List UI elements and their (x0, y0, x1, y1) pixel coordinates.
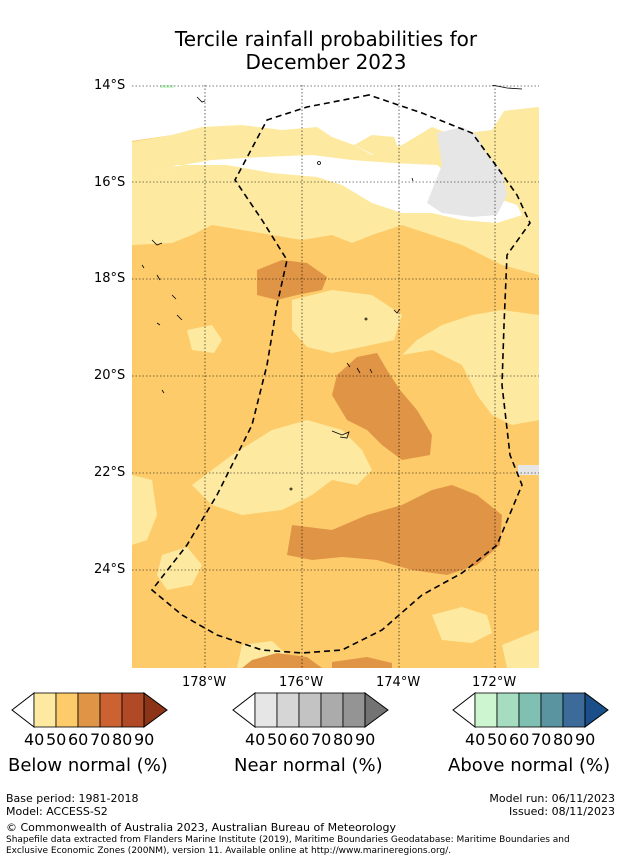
above-tick-40: 40 (465, 730, 486, 749)
near-tick-90: 90 (355, 730, 376, 749)
near-colorbar-60-70 (298, 692, 322, 728)
below-tick-70: 70 (90, 730, 111, 749)
near-normal-colorbar (232, 691, 389, 729)
near-colorbar-under-arrow (232, 691, 256, 729)
near-tick-40: 40 (245, 730, 266, 749)
lat-label-16s: 16°S (94, 175, 126, 190)
near-normal-caption: Near normal (%) (234, 755, 383, 776)
near-colorbar-80-90 (342, 692, 366, 728)
near-normal-patch-edge (518, 465, 539, 475)
below-tick-40: 40 (24, 730, 45, 749)
island-lau-group (141, 239, 183, 394)
lon-label-176w: 176°W (279, 675, 324, 690)
below-60-70-southeast-edge (332, 657, 392, 668)
below-40-50-central (292, 290, 402, 353)
below-40-50-north-band (132, 107, 539, 275)
above-normal-colorbar (452, 691, 609, 729)
below-40-50-south-central (192, 420, 372, 515)
lat-label-22s: 22°S (94, 465, 126, 480)
below-tick-60: 60 (68, 730, 89, 749)
lon-label-172w: 172°W (472, 675, 517, 690)
below-40-50-east-blob (402, 310, 539, 425)
near-tick-70: 70 (311, 730, 332, 749)
island-small-1 (317, 161, 321, 165)
island-wallis-futuna (196, 96, 206, 103)
below-tick-50: 50 (46, 730, 67, 749)
map-title-line-1: Tercile rainfall probabilities for (174, 27, 478, 51)
above-tick-80: 80 (553, 730, 574, 749)
island-small-3 (364, 317, 368, 321)
below-colorbar-over-arrow (143, 692, 168, 728)
below-tick-90: 90 (134, 730, 155, 749)
above-40-50-patch (160, 85, 174, 88)
model-run-date: Model run: 06/11/2023 (489, 792, 615, 805)
issued-date: Issued: 08/11/2023 (508, 805, 615, 818)
above-tick-70: 70 (531, 730, 552, 749)
lat-label-18s: 18°S (94, 271, 126, 286)
islands (141, 85, 523, 491)
near-tick-60: 60 (289, 730, 310, 749)
above-tick-90: 90 (575, 730, 596, 749)
near-colorbar-50-60 (276, 692, 300, 728)
lat-label-14s: 14°S (94, 78, 126, 93)
above-colorbar-80-90 (562, 692, 586, 728)
below-colorbar-60-70 (77, 692, 101, 728)
graticule (132, 85, 539, 668)
shapefile-credit-line-1: Shapefile data extracted from Flanders M… (6, 835, 570, 845)
below-colorbar-50-60 (55, 692, 79, 728)
below-40-50-south-west-2 (157, 547, 202, 590)
island-ata (289, 487, 293, 491)
below-60-70-central-blob (332, 353, 432, 460)
island-tongatapu-north (393, 308, 401, 314)
lon-label-174w: 174°W (376, 675, 421, 690)
below-40-50-southwest (132, 475, 157, 545)
above-colorbar-over-arrow (584, 692, 609, 728)
near-tick-50: 50 (267, 730, 288, 749)
below-60-70-south-blob (287, 485, 502, 575)
below-tick-80: 80 (112, 730, 133, 749)
near-normal-40-50-patch (427, 127, 507, 217)
model-name: Model: ACCESS-S2 (6, 805, 108, 818)
above-colorbar-60-70 (518, 692, 542, 728)
rainfall-probability-map (132, 85, 539, 668)
above-tick-60: 60 (509, 730, 530, 749)
island-samoa (491, 85, 523, 90)
below-colorbar-70-80 (99, 692, 123, 728)
map-title-line-2: December 2023 (245, 50, 407, 74)
copyright-notice: © Commonwealth of Australia 2023, Austra… (6, 821, 396, 834)
below-40-50-west-blob (187, 325, 222, 353)
below-colorbar-80-90 (121, 692, 145, 728)
lon-label-178w: 178°W (182, 675, 227, 690)
above-colorbar-70-80 (540, 692, 564, 728)
above-colorbar-50-60 (496, 692, 520, 728)
below-colorbar-40-50 (33, 692, 57, 728)
island-haapai (346, 362, 373, 374)
pale-patch-east (354, 135, 400, 157)
below-40-50-southeast (432, 607, 492, 643)
above-colorbar-40-50 (474, 692, 498, 728)
below-60-70-north-blob (257, 260, 327, 300)
above-normal-caption: Above normal (%) (448, 755, 611, 776)
below-40-50-east-south (502, 630, 539, 668)
below-colorbar-under-arrow (11, 691, 35, 729)
island-small-2 (411, 177, 414, 182)
near-colorbar-over-arrow (364, 692, 389, 728)
near-colorbar-40-50 (254, 692, 278, 728)
near-colorbar-70-80 (320, 692, 344, 728)
above-colorbar-under-arrow (452, 691, 476, 729)
above-tick-50: 50 (487, 730, 508, 749)
shapefile-credit-line-2: Exclusive Economic Zones (200NM), versio… (6, 846, 452, 856)
near-tick-80: 80 (333, 730, 354, 749)
base-period: Base period: 1981-2018 (6, 792, 139, 805)
island-tongatapu (331, 430, 350, 439)
lat-label-20s: 20°S (94, 368, 126, 383)
lat-label-24s: 24°S (94, 562, 126, 577)
below-normal-caption: Below normal (%) (8, 755, 168, 776)
below-normal-colorbar (11, 691, 168, 729)
